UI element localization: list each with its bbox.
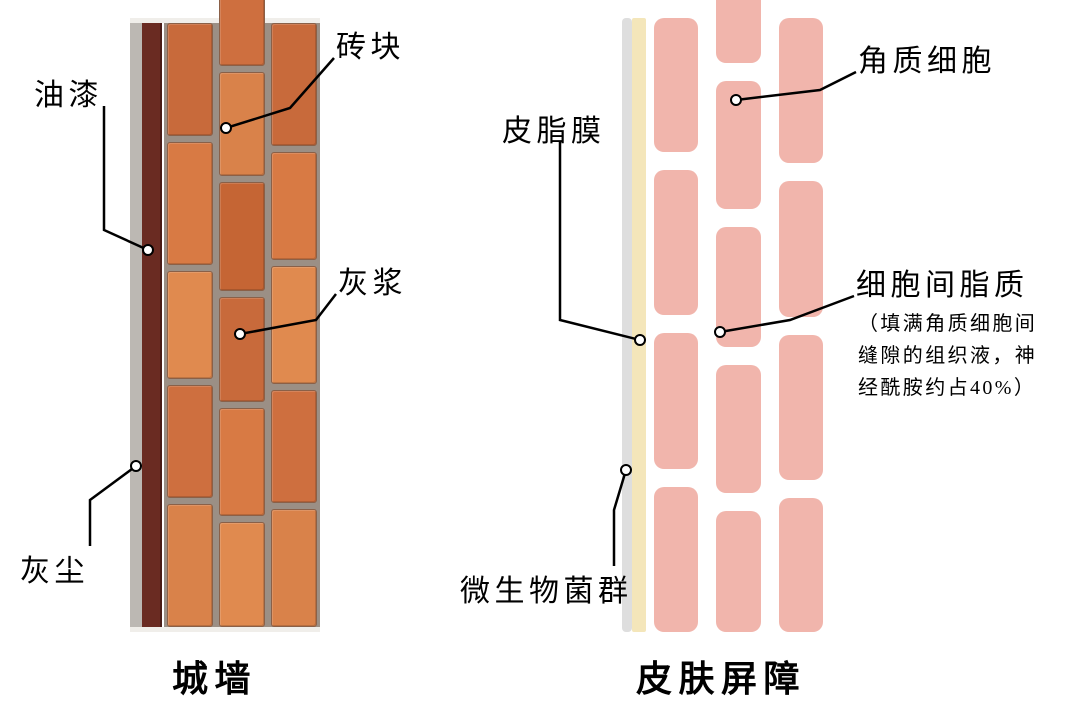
skin-cells-area xyxy=(648,18,823,632)
title-skin: 皮肤屏障 xyxy=(636,650,806,702)
brick xyxy=(271,390,317,503)
corneocyte-cell xyxy=(654,487,698,632)
label-lipid: 细胞间脂质 xyxy=(856,260,1029,304)
brick xyxy=(167,385,213,498)
brick-column xyxy=(216,0,268,627)
label-mortar: 灰浆 xyxy=(338,258,407,302)
corneocyte-cell xyxy=(779,181,823,317)
brick-column xyxy=(268,23,320,627)
brick xyxy=(271,152,317,260)
brick xyxy=(167,504,213,627)
corneocyte-cell xyxy=(779,335,823,480)
title-wall: 城墙 xyxy=(172,650,257,702)
cell-column xyxy=(654,18,698,632)
brick xyxy=(219,522,265,627)
brick xyxy=(219,72,265,177)
corneocyte-cell xyxy=(654,18,698,152)
brick xyxy=(271,266,317,384)
label-bricks: 砖块 xyxy=(336,22,405,66)
wall-paint-layer xyxy=(142,23,162,627)
corneocyte-cell xyxy=(716,0,760,63)
corneocyte-cell xyxy=(654,333,698,469)
label-sebum: 皮脂膜 xyxy=(502,106,606,150)
corneocyte-cell xyxy=(779,18,823,163)
skin-microbiome-layer xyxy=(622,18,632,632)
cell-column xyxy=(716,0,760,632)
corneocyte-cell xyxy=(716,81,760,209)
brick xyxy=(219,182,265,291)
label-corneocyte: 角质细胞 xyxy=(858,36,996,80)
brick xyxy=(219,0,265,66)
wall-dust-layer xyxy=(130,23,142,627)
label-dust: 灰尘 xyxy=(20,546,89,590)
brick xyxy=(167,271,213,379)
corneocyte-cell xyxy=(779,498,823,632)
corneocyte-cell xyxy=(654,170,698,315)
skin-panel xyxy=(628,18,823,632)
brick xyxy=(167,142,213,265)
wall-bricks-area xyxy=(164,23,320,627)
brick xyxy=(271,509,317,627)
cell-column xyxy=(779,18,823,632)
skin-sebum-layer xyxy=(632,18,646,632)
corneocyte-cell xyxy=(716,227,760,347)
label-microbiome: 微生物菌群 xyxy=(460,566,633,610)
brick-column xyxy=(164,23,216,627)
brick xyxy=(219,408,265,517)
wall-panel xyxy=(130,18,320,632)
corneocyte-cell xyxy=(716,365,760,493)
label-lipid-note: （填满角质细胞间缝隙的组织液，神经酰胺约占40%） xyxy=(858,308,1058,404)
corneocyte-cell xyxy=(716,511,760,632)
brick xyxy=(219,297,265,402)
label-paint: 油漆 xyxy=(34,70,103,114)
brick xyxy=(271,23,317,146)
brick xyxy=(167,23,213,136)
